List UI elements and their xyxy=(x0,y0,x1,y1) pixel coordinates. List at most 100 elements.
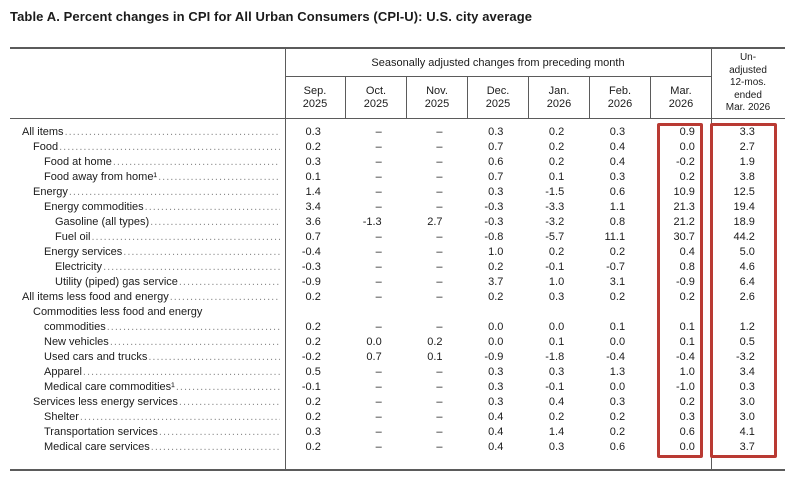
cell-feb-2026: 0.0 xyxy=(609,381,626,393)
cell-nov-2025: 0.1 xyxy=(427,351,443,363)
cell-nov-2025: – xyxy=(436,246,443,258)
cell-feb-2026: 0.4 xyxy=(609,156,626,168)
cell-jan-2026: -3.2 xyxy=(545,216,565,228)
cell-oct-2025: 0.0 xyxy=(366,336,382,348)
cell-mar-2026: 0.0 xyxy=(679,441,695,453)
table-row: Commodities less food and energy commodit… xyxy=(10,305,785,335)
row-label-text: commodities xyxy=(44,321,106,333)
row-label-text: Medical care commodities¹ xyxy=(44,381,175,393)
cell-feb-2026: 1.3 xyxy=(609,366,626,378)
month-header-jan-2026: Jan. 2026 xyxy=(529,77,590,118)
cell-oct-2025: – xyxy=(375,276,382,288)
row-label: Medical care services...................… xyxy=(10,440,285,455)
leader-dots: ........................................… xyxy=(175,381,280,393)
row-label-text: Fuel oil xyxy=(55,231,91,243)
row-label: All items...............................… xyxy=(10,125,285,140)
cell-nov-2025: – xyxy=(436,276,443,288)
row-label-text: Utility (piped) gas service xyxy=(55,276,178,288)
month-header-oct-2025: Oct. 2025 xyxy=(346,77,407,118)
table-row: Food away from home¹....................… xyxy=(10,170,785,185)
cell-dec-2025: 0.4 xyxy=(488,411,504,423)
cell-oct-2025: – xyxy=(375,261,382,273)
cell-feb-2026: 0.3 xyxy=(609,396,626,408)
leader-dots: ........................................… xyxy=(158,171,280,183)
cell-feb-2026: 0.3 xyxy=(609,171,626,183)
cell-mar-2026: -1.0 xyxy=(675,381,695,393)
cell-12mos-ended-mar-2026: 44.2 xyxy=(733,231,755,243)
row-label: Services less energy services...........… xyxy=(10,395,285,410)
cell-nov-2025: – xyxy=(436,141,443,153)
cell-nov-2025: – xyxy=(436,156,443,168)
cell-jan-2026: 0.3 xyxy=(548,441,565,453)
row-label: Utility (piped) gas service.............… xyxy=(10,275,285,290)
cell-dec-2025: 0.3 xyxy=(488,126,504,138)
row-label-text: Services less energy services xyxy=(33,396,178,408)
cell-dec-2025: 0.3 xyxy=(488,366,504,378)
cell-oct-2025: – xyxy=(375,396,382,408)
cell-12mos-ended-mar-2026: 18.9 xyxy=(733,216,755,228)
month-header-mar-2026: Mar. 2026 xyxy=(668,84,694,110)
row-label: Energy..................................… xyxy=(10,185,285,200)
header-label-spacer xyxy=(10,49,285,118)
cell-dec-2025: 0.3 xyxy=(488,396,504,408)
cell-sep-2025: 3.6 xyxy=(305,216,321,228)
row-label-text: Electricity xyxy=(55,261,103,273)
cell-nov-2025: – xyxy=(436,441,443,453)
cell-dec-2025: 0.3 xyxy=(488,186,504,198)
cell-12mos-ended-mar-2026: 3.0 xyxy=(739,411,755,423)
table-row: Fuel oil................................… xyxy=(10,230,785,245)
leader-dots: ........................................… xyxy=(64,126,280,138)
row-label-text: Gasoline (all types) xyxy=(55,216,150,228)
row-label-text: Energy commodities xyxy=(44,201,144,213)
cell-feb-2026: 0.0 xyxy=(609,336,626,348)
cell-feb-2026: 0.8 xyxy=(609,216,626,228)
unadjusted-12mos-header: Un- adjusted 12-mos. ended Mar. 2026 xyxy=(725,52,771,114)
cell-nov-2025: – xyxy=(436,291,443,303)
row-label-text: Apparel xyxy=(44,366,82,378)
cell-oct-2025: – xyxy=(375,156,382,168)
cell-12mos-ended-mar-2026: 2.6 xyxy=(739,291,755,303)
cell-feb-2026: 11.1 xyxy=(604,231,626,243)
cell-mar-2026: -0.4 xyxy=(675,351,695,363)
cell-feb-2026: 0.4 xyxy=(609,141,626,153)
cell-feb-2026: -0.4 xyxy=(606,351,626,363)
leader-dots: ........................................… xyxy=(150,441,280,453)
cell-sep-2025: -0.9 xyxy=(301,276,321,288)
row-label-text: New vehicles xyxy=(44,336,109,348)
cell-feb-2026: 1.1 xyxy=(609,201,626,213)
table-row: Services less energy services...........… xyxy=(10,395,785,410)
cell-sep-2025: 0.2 xyxy=(305,411,321,423)
row-label-text: Commodities less food and energy xyxy=(33,306,203,318)
cell-dec-2025: 0.6 xyxy=(488,156,504,168)
leader-dots: ........................................… xyxy=(178,276,280,288)
cell-mar-2026: 0.3 xyxy=(679,411,695,423)
cell-sep-2025: 0.5 xyxy=(305,366,321,378)
leader-dots: ........................................… xyxy=(82,366,280,378)
cell-mar-2026: 0.2 xyxy=(679,171,695,183)
cell-oct-2025: -1.3 xyxy=(362,216,382,228)
month-header-dec-2025: Dec. 2025 xyxy=(468,77,529,118)
cell-12mos-ended-mar-2026: 6.4 xyxy=(739,276,755,288)
cell-sep-2025: 0.3 xyxy=(305,156,321,168)
row-label-text: All items xyxy=(22,126,64,138)
leader-dots: ........................................… xyxy=(148,351,280,363)
row-label: Food....................................… xyxy=(10,140,285,155)
cell-jan-2026: 0.1 xyxy=(548,171,565,183)
cell-oct-2025: – xyxy=(375,426,382,438)
cell-12mos-ended-mar-2026: 4.1 xyxy=(739,426,755,438)
cell-jan-2026: 0.2 xyxy=(548,126,565,138)
cell-mar-2026: 0.6 xyxy=(679,426,695,438)
row-label: Food at home............................… xyxy=(10,155,285,170)
cell-nov-2025: – xyxy=(436,126,443,138)
cell-dec-2025: 0.2 xyxy=(488,291,504,303)
cell-sep-2025: -0.3 xyxy=(301,261,321,273)
month-headers-row: Sep. 2025 Oct. 2025 Nov. 2025 Dec. 2025 … xyxy=(285,77,711,118)
cell-mar-2026: 21.3 xyxy=(673,201,695,213)
cell-dec-2025: 0.7 xyxy=(488,141,504,153)
cell-dec-2025: -0.9 xyxy=(484,351,504,363)
group-header: Seasonally adjusted changes from precedi… xyxy=(285,49,711,77)
cell-jan-2026: 0.0 xyxy=(548,321,565,333)
cell-dec-2025: 3.7 xyxy=(488,276,504,288)
cell-oct-2025: – xyxy=(375,441,382,453)
cell-oct-2025: – xyxy=(375,291,382,303)
